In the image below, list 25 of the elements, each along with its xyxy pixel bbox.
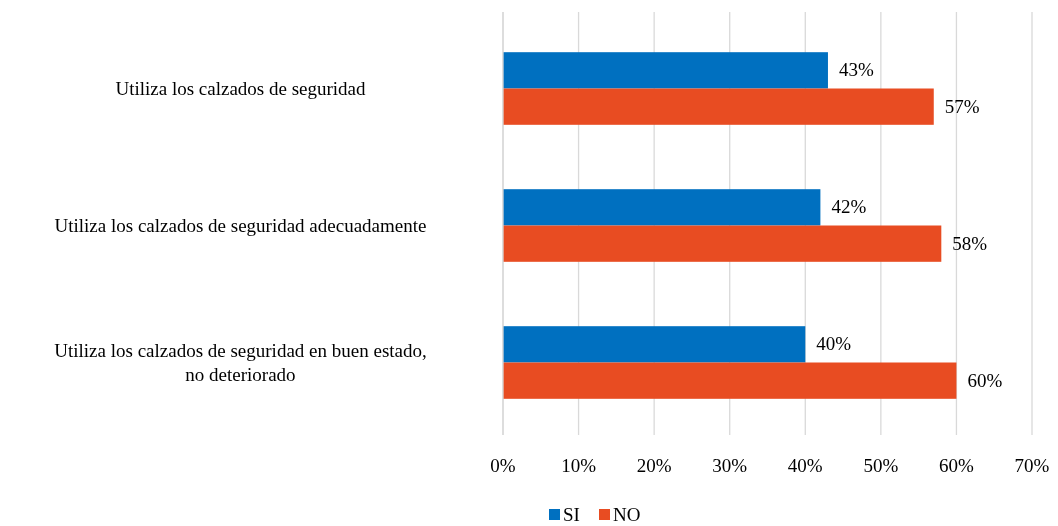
y-tick-label: Utiliza los calzados de seguridad: [115, 77, 367, 99]
x-tick-label: 30%: [712, 455, 748, 476]
bar: [503, 362, 957, 399]
x-tick-label: 0%: [490, 455, 516, 476]
x-tick-label: 50%: [863, 455, 899, 476]
legend-label: NO: [613, 504, 641, 525]
data-label: 58%: [952, 232, 988, 254]
x-tick-label: 10%: [561, 455, 597, 476]
legend-label: SI: [563, 504, 580, 525]
x-tick-label: 70%: [1014, 455, 1050, 476]
y-tick-label: Utiliza los calzados de seguridad adecuadamente: [54, 214, 427, 236]
data-label: 43%: [838, 59, 874, 81]
x-tick-label: 40%: [787, 455, 823, 476]
x-tick-label: 60%: [939, 455, 975, 476]
bar: [503, 326, 806, 363]
bar: [503, 88, 934, 125]
y-tick-label: Utiliza los calzados de seguridad en buen estado, no deteriorado: [54, 339, 427, 385]
data-label: 57%: [944, 95, 980, 117]
x-tick-label: 20%: [636, 455, 672, 476]
bar: [503, 225, 942, 262]
data-label: 42%: [831, 196, 867, 218]
data-label: 60%: [967, 369, 1003, 391]
data-label: 40%: [816, 333, 852, 355]
bar: [503, 189, 821, 226]
bar: [503, 52, 828, 89]
